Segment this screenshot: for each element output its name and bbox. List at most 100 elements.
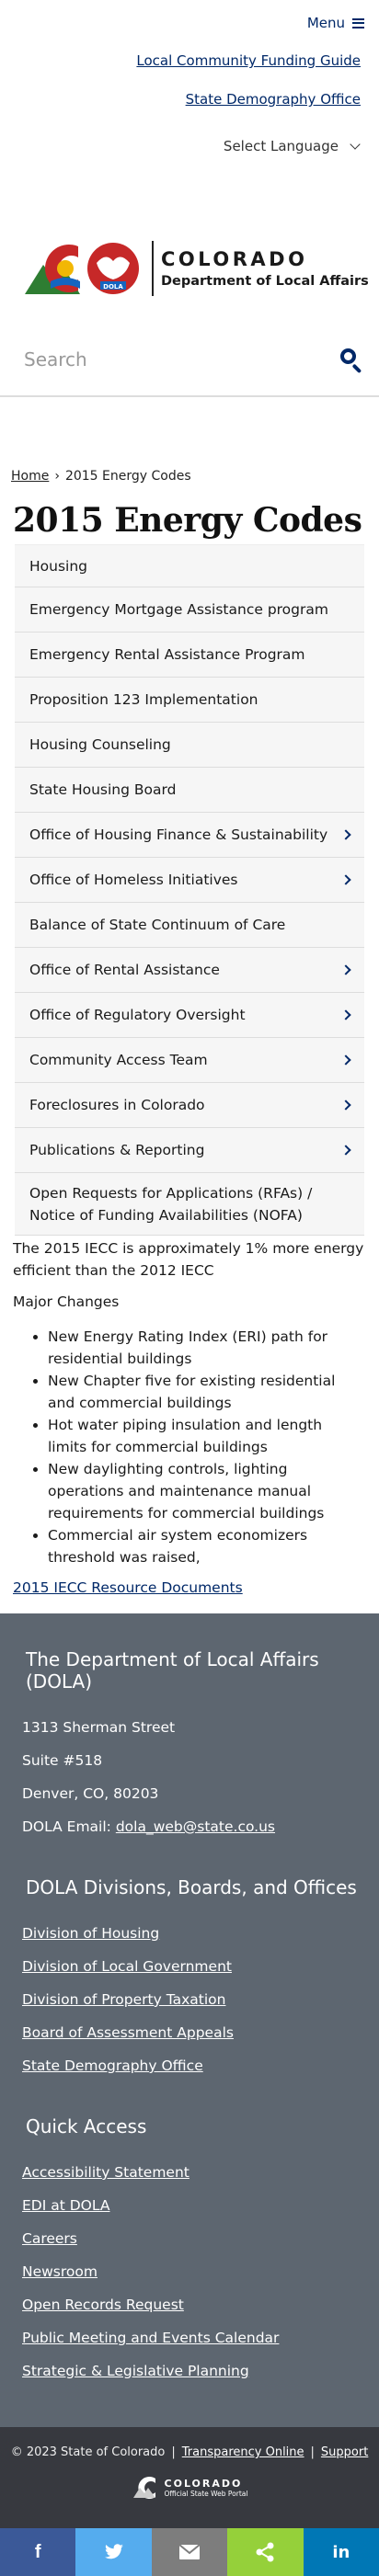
email-label: DOLA Email: (22, 1818, 111, 1835)
sidebar-item-label: Office of Homeless Initiatives (29, 872, 238, 888)
sidebar-item[interactable]: Open Requests for Applications (RFAs) / … (15, 1173, 364, 1236)
twitter-bird-icon (104, 2544, 123, 2559)
footer-org-name: The Department of Local Affairs (DOLA) (26, 1648, 319, 1693)
language-label: Select Language (223, 138, 339, 154)
chevron-right-icon[interactable] (340, 1054, 351, 1066)
sidebar-item[interactable]: State Housing Board (15, 768, 364, 813)
sidebar-item[interactable]: Office of Regulatory Oversight (15, 993, 364, 1038)
chevron-right-icon[interactable] (340, 964, 351, 975)
search-input[interactable] (24, 348, 300, 370)
footer-link-open-records-request[interactable]: Open Records Request (22, 2297, 184, 2313)
chevron-right-icon[interactable] (340, 829, 351, 840)
quick-access-links: Accessibility Statement EDI at DOLA Care… (0, 2156, 379, 2388)
sidebar-item[interactable]: Community Access Team (15, 1038, 364, 1083)
footer-link-division-of-local-government[interactable]: Division of Local Government (22, 1958, 232, 1975)
sidebar-item-label: Publications & Reporting (29, 1142, 205, 1158)
main-content: The 2015 IECC is approximately 1% more e… (0, 1237, 379, 1568)
address-line: 1313 Sherman Street (22, 1719, 176, 1736)
sidebar-item-label: Emergency Mortgage Assistance program (29, 601, 328, 618)
footer-email-link[interactable]: dola_web@state.co.us (115, 1818, 276, 1835)
sidebar-item[interactable]: Emergency Mortgage Assistance program (15, 587, 364, 633)
transparency-online-link[interactable]: Transparency Online (181, 2445, 304, 2459)
sidebar-item[interactable]: Publications & Reporting (15, 1128, 364, 1173)
language-selector[interactable]: Select Language (0, 136, 379, 173)
support-link[interactable]: Support (320, 2445, 369, 2459)
footer-link-division-of-housing[interactable]: Division of Housing (22, 1925, 160, 1942)
sidebar-item[interactable]: Housing (15, 545, 364, 587)
logo-department-name: Department of Local Affairs (161, 274, 369, 289)
footer-link-strategic-planning[interactable]: Strategic & Legislative Planning (22, 2363, 249, 2379)
address-line: Denver, CO, 80203 (22, 1785, 159, 1802)
iecc-resource-documents-link[interactable]: 2015 IECC Resource Documents (13, 1579, 243, 1596)
page-title: 2015 Energy Codes (13, 501, 362, 540)
breadcrumb-separator: › (54, 469, 60, 484)
portal-logo-tagline: Official State Web Portal (164, 2490, 248, 2498)
facebook-icon: f (34, 2541, 41, 2562)
address-line: Suite #518 (22, 1752, 103, 1769)
footer-link-newsroom[interactable]: Newsroom (22, 2263, 98, 2280)
sidebar-item[interactable]: Office of Housing Finance & Sustainabili… (15, 813, 364, 858)
chevron-right-icon[interactable] (340, 1100, 351, 1111)
menu-button[interactable]: Menu (307, 15, 364, 31)
search-bar (0, 324, 379, 397)
sidebar-item[interactable]: Housing Counseling (15, 723, 364, 768)
divisions-links: Division of Housing Division of Local Go… (0, 1917, 379, 2082)
menu-label: Menu (306, 15, 345, 31)
list-item: New Chapter five for existing residentia… (48, 1370, 364, 1414)
twitter-share-button[interactable] (75, 2528, 152, 2576)
sidebar-item[interactable]: Emergency Rental Assistance Program (15, 633, 364, 678)
footer-address: 1313 Sherman Street Suite #518 Denver, C… (0, 1711, 379, 1843)
sidebar-item[interactable]: Foreclosures in Colorado (15, 1083, 364, 1128)
divisions-heading: DOLA Divisions, Boards, and Offices (26, 1876, 357, 1898)
local-community-funding-guide-link[interactable]: Local Community Funding Guide (136, 52, 361, 69)
sidebar-item-label: Office of Regulatory Oversight (29, 1007, 246, 1023)
chevron-right-icon[interactable] (340, 874, 351, 885)
top-bar: Menu (0, 0, 379, 46)
search-icon[interactable] (339, 347, 364, 374)
sidebar-item-label: Foreclosures in Colorado (29, 1097, 205, 1113)
side-navigation: Housing Emergency Mortgage Assistance pro… (15, 544, 364, 1236)
list-item: New Energy Rating Index (ERI) path for r… (48, 1326, 364, 1370)
sidebar-item[interactable]: Office of Rental Assistance (15, 948, 364, 993)
footer-email-row: DOLA Email: dola_web@state.co.us (22, 1810, 379, 1843)
list-item: Commercial air system economizers thresh… (48, 1524, 364, 1568)
chevron-down-icon (350, 139, 361, 150)
portal-logo-name: COLORADO (164, 2478, 243, 2490)
copyright-text: © 2023 State of Colorado (10, 2445, 166, 2459)
changes-list: New Energy Rating Index (ERI) path for r… (13, 1326, 364, 1568)
logo-text: COLORADO Department of Local Affairs (152, 241, 369, 296)
sidebar-item-label: Balance of State Continuum of Care (29, 917, 286, 933)
sidebar-item[interactable]: Balance of State Continuum of Care (15, 903, 364, 948)
site-footer: The Department of Local Affairs (DOLA) 1… (0, 1613, 379, 2427)
chevron-right-icon[interactable] (340, 1145, 351, 1156)
major-changes-heading: Major Changes (13, 1294, 120, 1310)
quick-access-heading: Quick Access (26, 2115, 147, 2137)
state-demography-office-link[interactable]: State Demography Office (185, 91, 361, 108)
linkedin-share-button[interactable]: in (303, 2528, 379, 2576)
footer-link-accessibility-statement[interactable]: Accessibility Statement (22, 2164, 190, 2181)
footer-link-careers[interactable]: Careers (22, 2230, 77, 2247)
envelope-icon (179, 2545, 201, 2559)
facebook-share-button[interactable]: f (0, 2528, 76, 2576)
footer-link-board-of-assessment-appeals[interactable]: Board of Assessment Appeals (22, 2024, 234, 2041)
footer-link-state-demography-office[interactable]: State Demography Office (22, 2057, 203, 2074)
footer-link-division-of-property-taxation[interactable]: Division of Property Taxation (22, 1991, 226, 2008)
breadcrumb-current: 2015 Energy Codes (64, 469, 191, 484)
footer-link-edi-at-dola[interactable]: EDI at DOLA (22, 2197, 110, 2214)
sidebar-item-label: Housing Counseling (29, 736, 171, 753)
logo-badge-text: DOLA (103, 283, 123, 291)
chevron-right-icon[interactable] (340, 1009, 351, 1020)
generic-share-button[interactable] (227, 2528, 304, 2576)
logo-state-name: COLORADO (161, 248, 308, 270)
breadcrumb-home-link[interactable]: Home (11, 469, 50, 484)
dola-logo[interactable]: DOLA COLORADO Department of Local Affair… (0, 213, 379, 324)
colorado-official-portal-logo[interactable]: COLORADO Official State Web Portal (0, 2476, 379, 2500)
sidebar-item[interactable]: Office of Homeless Initiatives (15, 858, 364, 903)
sidebar-item-label: Office of Rental Assistance (29, 962, 220, 978)
sidebar-item[interactable]: Proposition 123 Implementation (15, 678, 364, 723)
copyright-row: © 2023 State of Colorado | Transparency On… (10, 2445, 369, 2459)
sidebar-item-label: State Housing Board (29, 781, 177, 798)
footer-link-public-meeting-calendar[interactable]: Public Meeting and Events Calendar (22, 2330, 280, 2346)
email-share-button[interactable] (151, 2528, 228, 2576)
intro-paragraph: The 2015 IECC is approximately 1% more e… (13, 1240, 364, 1279)
